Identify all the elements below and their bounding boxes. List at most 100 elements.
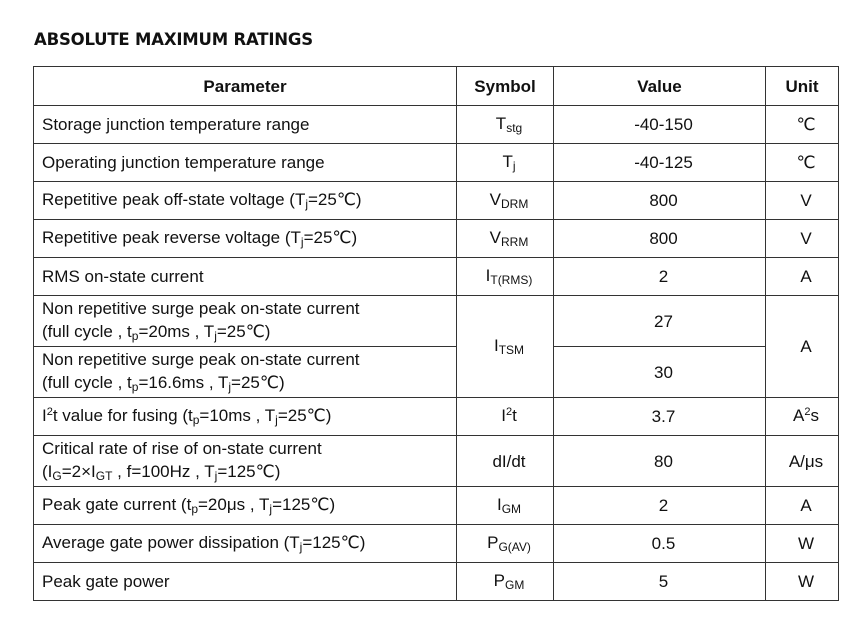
symbol-cell: VRRM [456,219,554,258]
parameter-subscript: j [299,540,303,554]
unit-cell: ℃ [765,143,839,182]
parameter-cell: RMS on-state current [33,257,457,296]
symbol-cell: IGM [456,486,554,525]
parameter-text: =125℃) [302,533,366,552]
parameter-line: (full cycle , tp=16.6ms , Tj=25℃) [42,371,456,396]
symbol-subscript: GM [505,578,525,592]
symbol-main: V [489,228,501,247]
parameter-subscript: j [228,380,232,394]
parameter-subscript: p [131,380,139,394]
value-cell: 2 [553,486,766,525]
parameter-text: =25℃) [231,373,285,392]
parameter-text: t value for fusing (t [52,405,193,425]
parameter-line: (IG=2×IGT , f=100Hz , Tj=125℃) [42,460,456,485]
parameter-subscript: j [214,469,218,483]
unit-cell: V [765,181,839,220]
value-cell: 800 [553,219,766,258]
unit-cell: A/μs [765,435,839,487]
header-row: Parameter Symbol Value Unit [33,66,839,106]
parameter-cell: I2t value for fusing (tp=10ms , Tj=25℃) [33,397,457,436]
parameter-text: , f=100Hz , T [112,462,215,481]
value-cell: 0.5 [553,524,766,563]
parameter-cell: Storage junction temperature range [33,105,457,144]
symbol-subscript: stg [506,121,523,135]
symbol-subscript: TSM [498,343,525,357]
parameter-subscript: p [191,502,198,516]
symbol-main: I [501,405,506,425]
parameter-text: =25℃) [308,190,362,209]
parameter-subscript: j [214,329,217,343]
symbol-cell: VDRM [456,181,554,220]
parameter-cell: Peak gate current (tp=20μs , Tj=125℃) [33,486,457,525]
parameter-text: =20ms , T [138,322,215,341]
unit-cell: V [765,219,839,258]
parameter-line: (full cycle , tp=20ms , Tj=25℃) [42,320,456,345]
parameter-cell: Repetitive peak off-state voltage (Tj=25… [33,181,457,220]
parameter-cell: Peak gate power [33,562,457,601]
symbol-main: P [493,571,505,590]
symbol-main: V [489,190,501,209]
symbol-subscript: GM [501,502,522,516]
symbol-subscript: j [512,159,516,173]
table-row-vdrm: Repetitive peak off-state voltage (Tj=25… [33,181,839,220]
parameter-cell: Operating junction temperature range [33,143,457,182]
value-cell: 3.7 [553,397,766,436]
header-symbol: Symbol [456,66,554,106]
parameter-text: =25℃) [277,405,332,425]
symbol-main: I [485,266,491,285]
parameter-text: =16.6ms , T [138,373,229,392]
symbol-superscript: 2 [505,405,513,418]
table-row-rms-current: RMS on-state current IT(RMS) 2 A [33,257,839,296]
parameter-text: =10ms , T [199,405,276,425]
table-row-storage-temperature: Storage junction temperature range Tstg … [33,105,839,144]
parameter-text: =2×I [61,462,96,481]
parameter-cell: Non repetitive surge peak on-state curre… [33,346,457,398]
parameter-cell: Repetitive peak reverse voltage (Tj=25℃) [33,219,457,258]
unit-cell: ℃ [765,105,839,144]
symbol-subscript: G(AV) [498,540,531,554]
unit-superscript: 2 [804,405,811,418]
symbol-cell: Tj [456,143,554,182]
symbol-main: P [487,533,499,552]
symbol-cell: Tstg [456,105,554,144]
symbol-cell: ITSM [456,295,554,398]
symbol-subscript: RRM [501,235,529,249]
unit-main: A [793,405,805,425]
table-row-pgav: Average gate power dissipation (Tj=125℃)… [33,524,839,563]
parameter-text: Repetitive peak off-state voltage (T [42,190,306,209]
value-cell: -40-150 [553,105,766,144]
value-cell: 30 [553,346,766,398]
parameter-subscript: j [300,235,304,249]
symbol-cell: IT(RMS) [456,257,554,296]
symbol-tail: t [512,405,517,425]
parameter-cell: Average gate power dissipation (Tj=125℃) [33,524,457,563]
unit-cell: W [765,562,839,601]
parameter-line: Non repetitive surge peak on-state curre… [42,299,360,318]
parameter-text: =25℃) [303,228,358,247]
parameter-text: =25℃) [216,322,271,341]
unit-cell: A [765,295,839,398]
unit-cell: W [765,524,839,563]
symbol-cell: dI/dt [456,435,554,487]
table-row-i2t: I2t value for fusing (tp=10ms , Tj=25℃) … [33,397,839,436]
parameter-subscript: j [275,412,278,427]
section-heading: ABSOLUTE MAXIMUM RATINGS [34,30,313,49]
symbol-cell: PG(AV) [456,524,554,563]
parameter-subscript: GT [95,469,113,483]
parameter-subscript: p [192,412,200,427]
value-cell: 80 [553,435,766,487]
table-row-didt: Critical rate of rise of on-state curren… [33,435,839,487]
value-cell: -40-125 [553,143,766,182]
parameter-text: Repetitive peak reverse voltage (T [42,228,301,247]
table-row-pgm: Peak gate power PGM 5 W [33,562,839,601]
parameter-line: Critical rate of rise of on-state curren… [42,439,322,458]
symbol-main: I [496,495,502,514]
parameter-text: I [42,405,47,425]
value-cell: 5 [553,562,766,601]
parameter-text: =125℃) [272,495,336,514]
unit-tail: s [810,405,819,425]
symbol-cell: I2t [456,397,554,436]
table-row-vrrm: Repetitive peak reverse voltage (Tj=25℃)… [33,219,839,258]
parameter-text: Average gate power dissipation (T [42,533,300,552]
symbol-cell: PGM [456,562,554,601]
